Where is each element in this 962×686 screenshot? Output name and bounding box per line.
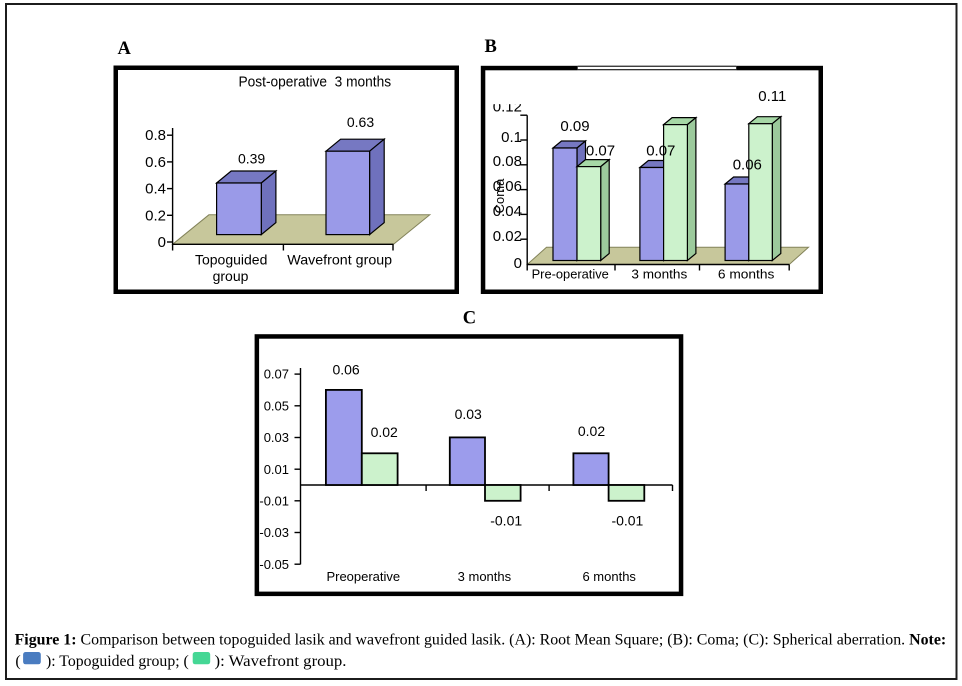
svg-text:): Wavefront group.: ): Wavefront group. <box>215 653 347 670</box>
svg-text:6 months: 6 months <box>718 267 775 282</box>
svg-text:group: group <box>213 268 249 284</box>
svg-text:0.06: 0.06 <box>733 156 762 173</box>
svg-text:C: C <box>463 308 476 328</box>
svg-text:-0.03: -0.03 <box>259 525 289 540</box>
svg-text:0.02: 0.02 <box>578 423 605 439</box>
svg-text:B: B <box>485 37 497 57</box>
svg-text:Figure 1: Comparison between t: Figure 1: Comparison between topoguided … <box>15 631 947 648</box>
svg-text:0.01: 0.01 <box>264 462 289 477</box>
svg-text:0.8: 0.8 <box>145 127 166 144</box>
svg-text:0.07: 0.07 <box>264 367 289 382</box>
svg-text:Preoperative: Preoperative <box>326 569 400 584</box>
svg-text:0.03: 0.03 <box>455 406 482 422</box>
svg-text:0: 0 <box>158 234 166 251</box>
svg-text:-0.05: -0.05 <box>259 557 289 572</box>
svg-text:): Topoguided group; (: ): Topoguided group; ( <box>46 653 189 670</box>
svg-text:0.2: 0.2 <box>145 207 166 224</box>
svg-text:0.03: 0.03 <box>264 430 289 445</box>
svg-text:(: ( <box>15 653 20 670</box>
svg-text:0.4: 0.4 <box>145 181 166 198</box>
svg-text:-0.01: -0.01 <box>611 513 643 529</box>
svg-text:0.63: 0.63 <box>347 114 374 130</box>
svg-text:0.06: 0.06 <box>332 361 359 377</box>
svg-text:0.07: 0.07 <box>586 142 615 159</box>
svg-text:0.02: 0.02 <box>371 424 398 440</box>
svg-text:3 months: 3 months <box>631 267 687 282</box>
svg-text:0.04: 0.04 <box>493 203 522 220</box>
svg-text:0.39: 0.39 <box>238 150 265 166</box>
svg-text:0.05: 0.05 <box>264 398 289 413</box>
svg-text:0.6: 0.6 <box>145 154 166 171</box>
svg-text:Coma: Coma <box>492 178 507 213</box>
svg-text:0.08: 0.08 <box>493 153 522 170</box>
svg-text:0.06: 0.06 <box>493 178 522 195</box>
svg-text:Topoguided: Topoguided <box>195 251 267 267</box>
svg-text:-0.01: -0.01 <box>259 493 289 508</box>
svg-text:-0.01: -0.01 <box>490 513 522 529</box>
svg-text:0: 0 <box>514 255 522 272</box>
svg-text:6 months: 6 months <box>582 569 636 584</box>
svg-text:Post-operative 3 months: Post-operative 3 months <box>239 74 392 91</box>
svg-text:0.11: 0.11 <box>758 88 786 105</box>
svg-text:0.07: 0.07 <box>646 142 675 159</box>
svg-text:Wavefront group: Wavefront group <box>287 251 392 267</box>
svg-text:0.09: 0.09 <box>560 118 589 135</box>
svg-text:0.02: 0.02 <box>493 228 522 245</box>
svg-text:A: A <box>118 39 132 59</box>
svg-text:0.1: 0.1 <box>501 129 522 146</box>
svg-text:3 months: 3 months <box>458 569 512 584</box>
svg-text:Pre-operative: Pre-operative <box>532 267 609 282</box>
